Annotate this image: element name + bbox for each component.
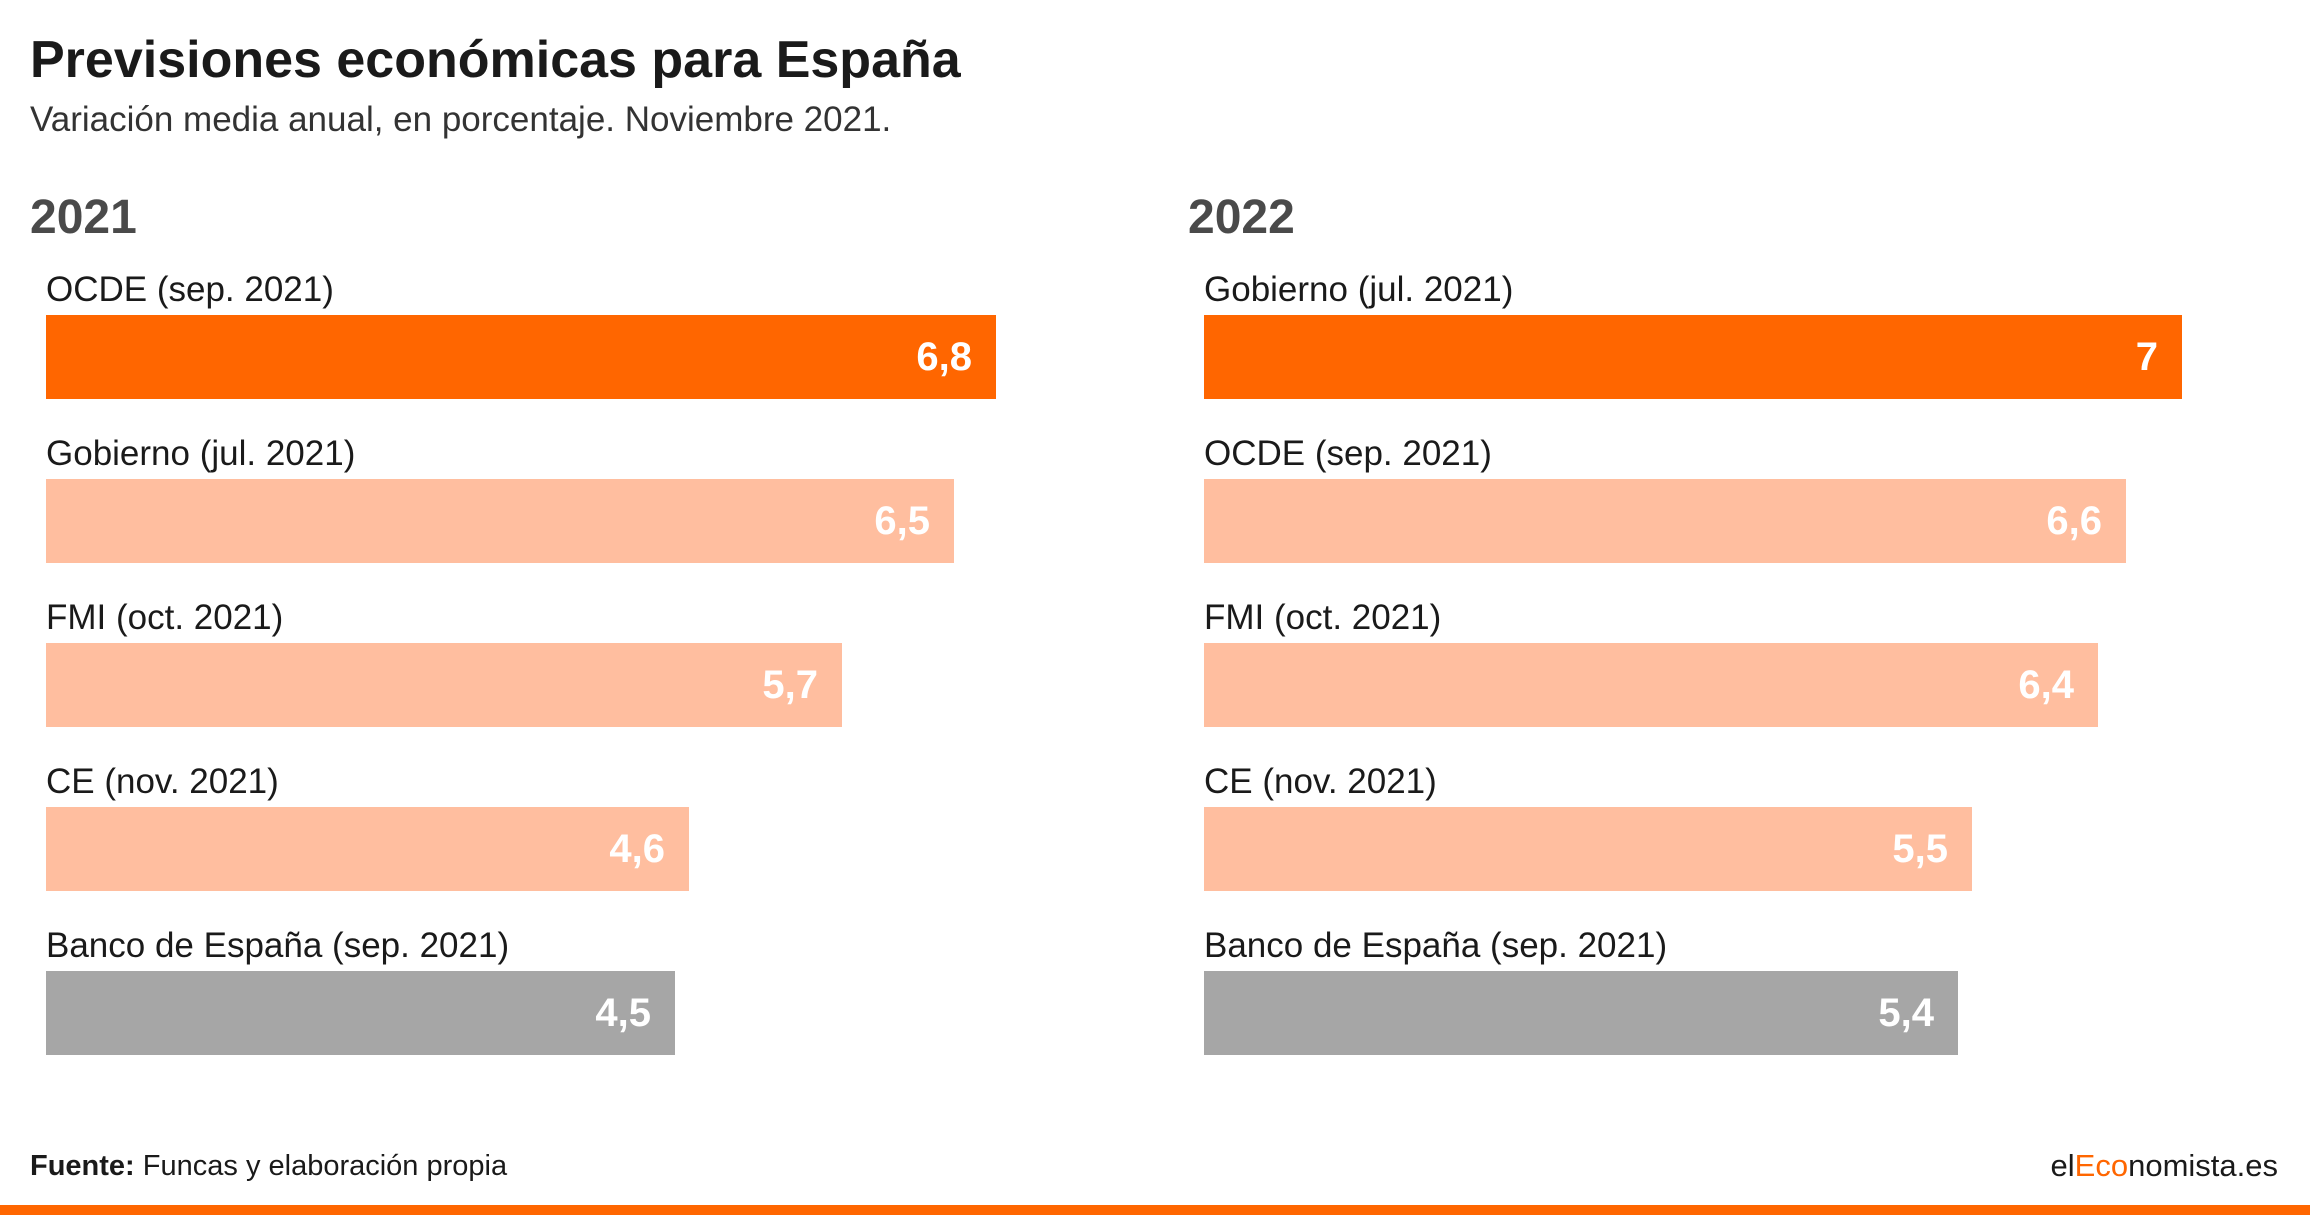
category-label: Banco de España (sep. 2021) <box>46 926 510 965</box>
source-note: Fuente: Funcas y elaboración propia <box>30 1150 507 1183</box>
bar-value-label: 6,8 <box>916 335 972 379</box>
bar: 6,5 <box>46 479 954 563</box>
category-label: CE (nov. 2021) <box>1204 762 1437 801</box>
category-label: FMI (oct. 2021) <box>1204 598 1442 637</box>
bar-row: OCDE (sep. 2021) 6,8 <box>46 270 1076 430</box>
bar: 4,5 <box>46 971 675 1055</box>
category-label: CE (nov. 2021) <box>46 762 279 801</box>
bar: 6,4 <box>1204 643 2098 727</box>
brand-logo: elEconomista.es <box>2051 1148 2278 1184</box>
bar-value-label: 5,7 <box>762 663 818 707</box>
brand-prefix: el <box>2050 1148 2075 1183</box>
bar: 5,5 <box>1204 807 1972 891</box>
category-label: OCDE (sep. 2021) <box>46 270 334 309</box>
bottom-rule <box>0 1205 2310 1215</box>
bar-row: Gobierno (jul. 2021) 7 <box>1204 270 2234 430</box>
bar: 6,8 <box>46 315 996 399</box>
bar-row: Gobierno (jul. 2021) 6,5 <box>46 434 1076 594</box>
panel-2022: 2022 Gobierno (jul. 2021) 7 OCDE (sep. 202… <box>1188 190 2238 1090</box>
bar-row: Banco de España (sep. 2021) 5,4 <box>1204 926 2234 1086</box>
bar-value-label: 6,4 <box>2018 663 2074 707</box>
category-label: Gobierno (jul. 2021) <box>1204 270 1514 309</box>
panel-year: 2022 <box>1188 191 1295 244</box>
bar-row: FMI (oct. 2021) 6,4 <box>1204 598 2234 758</box>
source-text: Funcas y elaboración propia <box>142 1150 508 1182</box>
bar-row: OCDE (sep. 2021) 6,6 <box>1204 434 2234 594</box>
bar-value-label: 4,6 <box>609 827 665 871</box>
panel-2021: 2021 OCDE (sep. 2021) 6,8 Gobierno (jul. 2… <box>30 190 1080 1090</box>
bar: 6,6 <box>1204 479 2126 563</box>
category-label: Gobierno (jul. 2021) <box>46 434 356 473</box>
bar: 5,7 <box>46 643 842 727</box>
bar-row: CE (nov. 2021) 4,6 <box>46 762 1076 922</box>
bar-row: CE (nov. 2021) 5,5 <box>1204 762 2234 922</box>
chart-subtitle: Variación media anual, en porcentaje. No… <box>30 100 892 139</box>
bar-row: FMI (oct. 2021) 5,7 <box>46 598 1076 758</box>
chart-title: Previsiones económicas para España <box>30 31 961 89</box>
category-label: Banco de España (sep. 2021) <box>1204 926 1668 965</box>
panel-year: 2021 <box>30 191 137 244</box>
bar-value-label: 4,5 <box>595 991 651 1035</box>
source-label: Fuente: <box>30 1150 135 1182</box>
bar-value-label: 7 <box>2135 335 2158 379</box>
bar-value-label: 5,4 <box>1878 991 1934 1035</box>
category-label: OCDE (sep. 2021) <box>1204 434 1492 473</box>
bar: 5,4 <box>1204 971 1958 1055</box>
bar-value-label: 6,5 <box>874 499 930 543</box>
bar-row: Banco de España (sep. 2021) 4,5 <box>46 926 1076 1086</box>
bar-value-label: 5,5 <box>1892 827 1948 871</box>
bar: 4,6 <box>46 807 689 891</box>
bar-value-label: 6,6 <box>2046 499 2102 543</box>
bar: 7 <box>1204 315 2182 399</box>
brand-suffix: nomista.es <box>2128 1148 2278 1183</box>
category-label: FMI (oct. 2021) <box>46 598 284 637</box>
brand-accent: Eco <box>2074 1148 2129 1183</box>
